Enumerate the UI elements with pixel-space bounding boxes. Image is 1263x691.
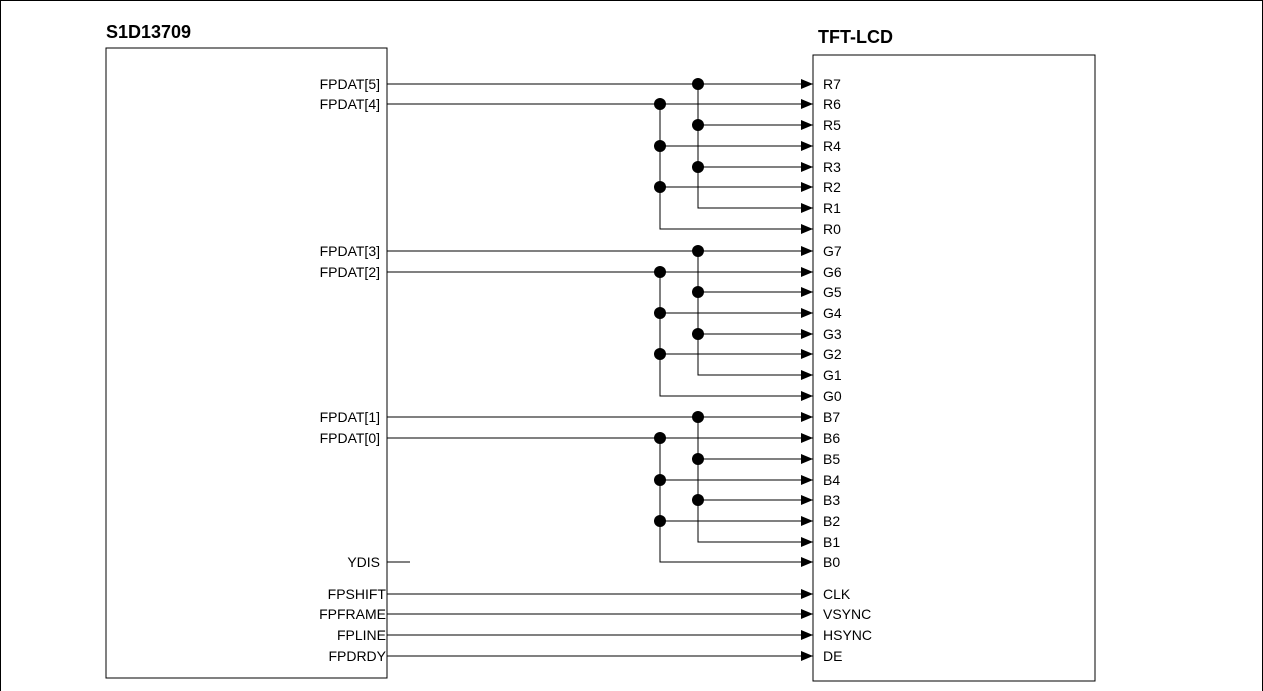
controller-title: S1D13709: [106, 22, 191, 42]
pin-g4: G4: [823, 305, 842, 321]
pin-b7: B7: [823, 409, 840, 425]
pin-de: DE: [823, 648, 842, 664]
pin-b2: B2: [823, 513, 840, 529]
junction-dot: [654, 474, 666, 486]
junction-dot: [654, 266, 666, 278]
pin-g1: G1: [823, 367, 842, 383]
junction-dot: [654, 432, 666, 444]
pin-r5: R5: [823, 117, 841, 133]
junction-dot: [692, 328, 704, 340]
pin-r6: R6: [823, 96, 841, 112]
pin-vsync: VSYNC: [823, 606, 871, 622]
pin-b1: B1: [823, 534, 840, 550]
pin-fpdat1: FPDAT[1]: [320, 409, 380, 425]
pin-r0: R0: [823, 221, 841, 237]
controller-block: [105, 47, 388, 679]
pin-b3: B3: [823, 492, 840, 508]
junction-dot: [692, 119, 704, 131]
pin-ydis: YDIS: [347, 554, 380, 570]
pin-r1: R1: [823, 200, 841, 216]
junction-dot: [654, 98, 666, 110]
pin-fpshift: FPSHIFT: [328, 586, 387, 602]
pin-b5: B5: [823, 451, 840, 467]
junction-dot: [654, 181, 666, 193]
pin-fpline: FPLINE: [337, 627, 386, 643]
junction-dot: [692, 78, 704, 90]
pin-b6: B6: [823, 430, 840, 446]
pin-r3: R3: [823, 159, 841, 175]
pin-g6: G6: [823, 264, 842, 280]
pin-fpframe: FPFRAME: [319, 606, 386, 622]
pin-hsync: HSYNC: [823, 627, 872, 643]
junction-dot: [692, 161, 704, 173]
junction-dot: [692, 286, 704, 298]
junction-dot: [692, 453, 704, 465]
pin-g2: G2: [823, 346, 842, 362]
panel-title: TFT-LCD: [818, 27, 893, 47]
pin-g3: G3: [823, 326, 842, 342]
pin-b4: B4: [823, 472, 840, 488]
pin-clk: CLK: [823, 586, 851, 602]
pin-fpdat0: FPDAT[0]: [320, 430, 380, 446]
pin-g0: G0: [823, 388, 842, 404]
pin-r7: R7: [823, 76, 841, 92]
junction-dot: [654, 307, 666, 319]
pin-fpdrdy: FPDRDY: [328, 648, 386, 664]
pin-fpdat2: FPDAT[2]: [320, 264, 380, 280]
pin-fpdat5: FPDAT[5]: [320, 76, 380, 92]
pin-fpdat3: FPDAT[3]: [320, 243, 380, 259]
pin-fpdat4: FPDAT[4]: [320, 96, 380, 112]
panel-block: [812, 54, 1096, 682]
junction-dot: [654, 348, 666, 360]
pin-g5: G5: [823, 284, 842, 300]
junction-dot: [692, 494, 704, 506]
junction-dot: [654, 515, 666, 527]
pin-g7: G7: [823, 243, 842, 259]
pin-r4: R4: [823, 138, 841, 154]
pin-r2: R2: [823, 179, 841, 195]
junction-dot: [692, 411, 704, 423]
pin-b0: B0: [823, 554, 840, 570]
junction-dot: [692, 245, 704, 257]
junction-dot: [654, 140, 666, 152]
